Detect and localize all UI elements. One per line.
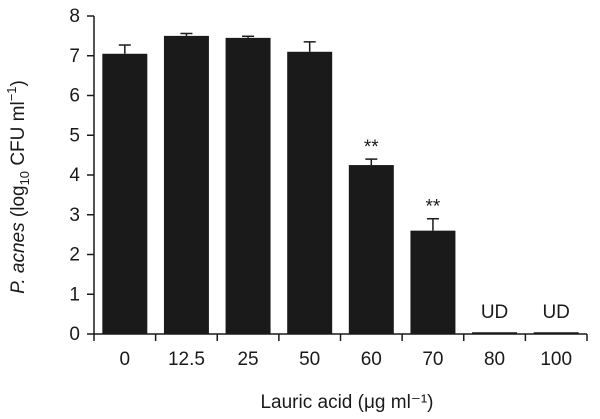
y-axis-title-pre: (log	[8, 185, 29, 222]
y-axis-title-close: )	[8, 80, 29, 86]
y-tick-label: 7	[69, 46, 80, 67]
y-tick-label: 3	[69, 205, 80, 226]
y-axis-title-post: CFU ml	[8, 101, 29, 171]
x-tick-label: 100	[540, 349, 572, 370]
bars: ** ** UD UD	[102, 32, 579, 335]
y-tick-label: 2	[69, 245, 80, 266]
x-tick-label: 60	[361, 349, 382, 370]
bar	[225, 37, 271, 335]
x-tick-label: 80	[484, 349, 505, 370]
y-axis-title-sup: −1	[4, 86, 19, 101]
significance-label: **	[426, 197, 441, 218]
y-tick-label: 1	[69, 284, 80, 305]
undetected-label: UD	[542, 302, 569, 323]
y-axis-title-species: P. acnes	[8, 222, 29, 294]
y-tick-label: 0	[69, 324, 80, 345]
x-tick-label: 12.5	[168, 349, 205, 370]
bar	[410, 230, 456, 334]
x-tick-label: 70	[422, 349, 443, 370]
significance-label: **	[364, 137, 379, 158]
undetected-label: UD	[481, 302, 508, 323]
bar	[163, 35, 209, 334]
y-tick-label: 5	[69, 125, 80, 146]
x-tick-label: 0	[120, 349, 131, 370]
y-axis-title-sub: 10	[17, 171, 32, 185]
x-tick-label: 25	[237, 349, 258, 370]
bar	[287, 51, 333, 335]
y-tick-label: 6	[69, 86, 80, 107]
y-tick-label: 8	[69, 6, 80, 27]
bar	[102, 53, 148, 334]
y-tick-label: 4	[69, 165, 80, 186]
x-tick-label: 50	[299, 349, 320, 370]
bar	[348, 165, 394, 334]
y-axis-title: P. acnes (log10 CFU ml−1)	[4, 80, 32, 294]
x-axis-title: Lauric acid (μg ml⁻¹)	[260, 392, 433, 413]
